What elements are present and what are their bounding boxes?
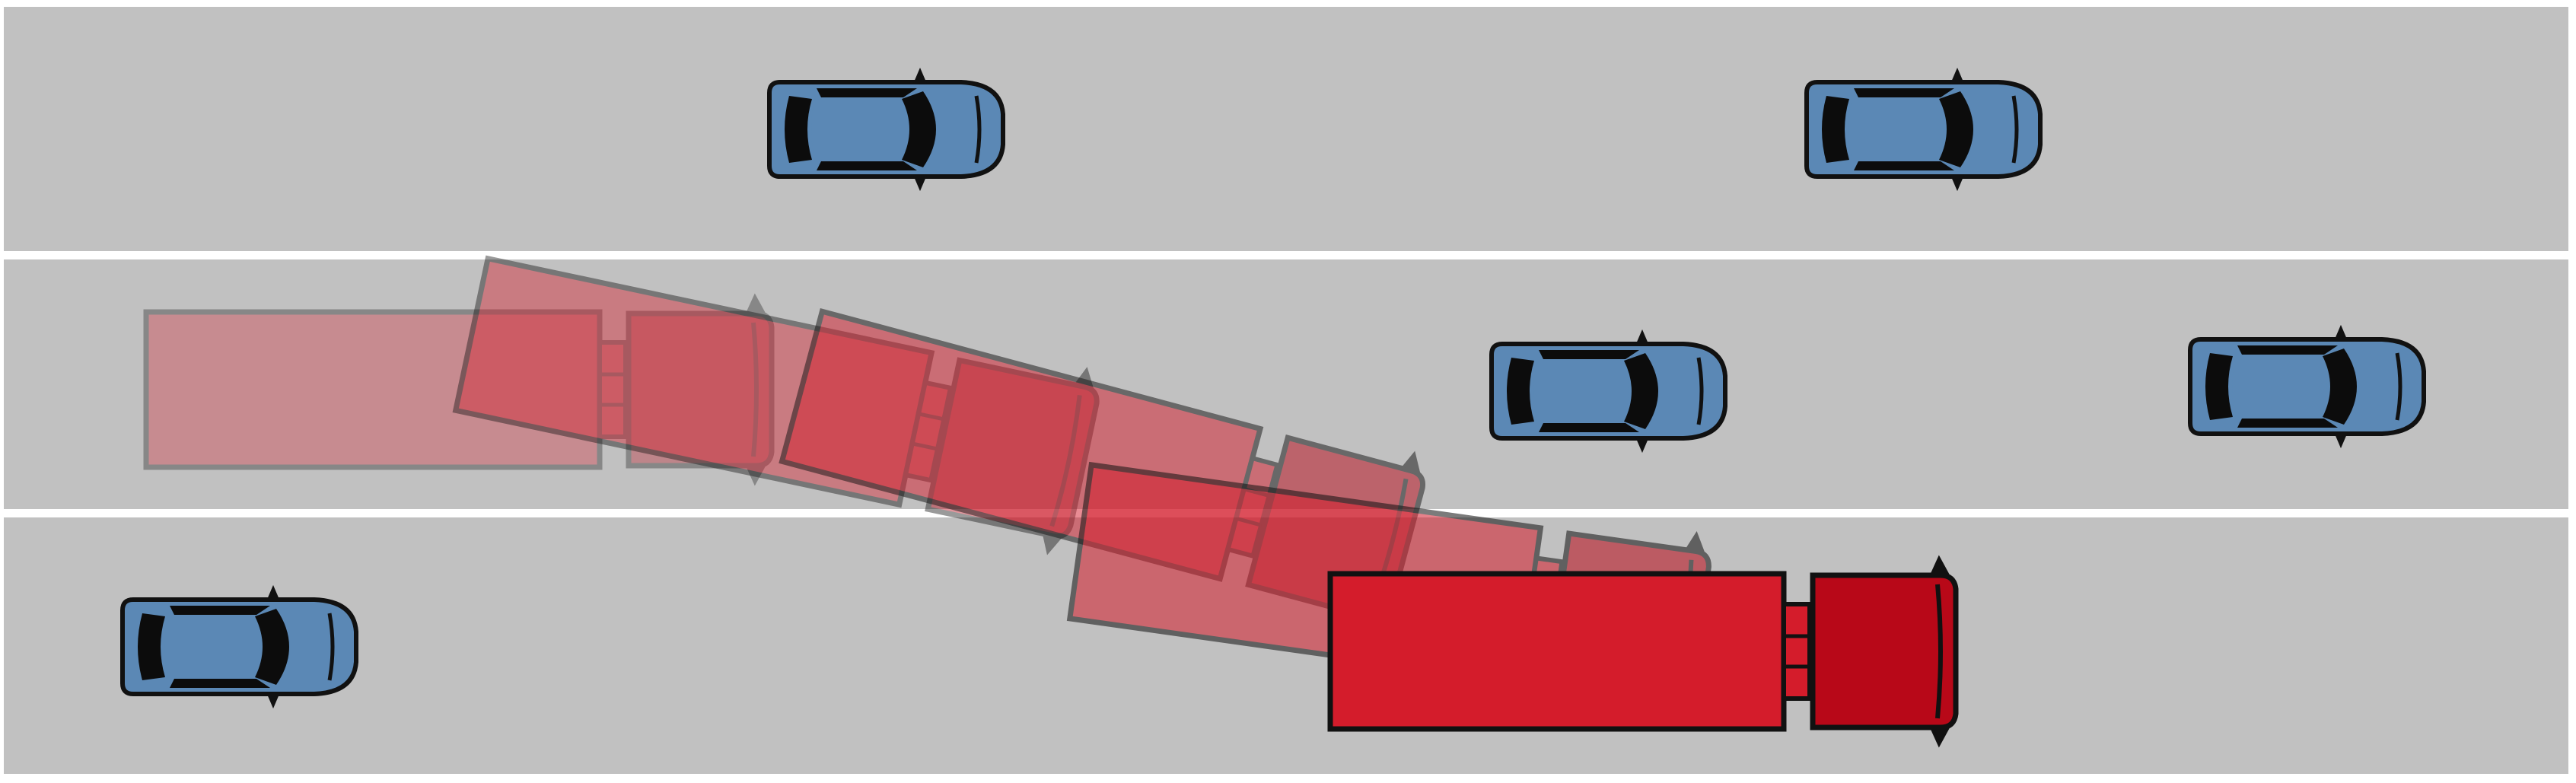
lane-1 [4, 7, 2568, 251]
car-lane1-a [769, 72, 1003, 187]
car-lane2-b [2190, 329, 2424, 444]
car-lane1-b [1807, 72, 2040, 187]
car-lane3-a [123, 589, 356, 705]
road [4, 7, 2568, 774]
car-lane2-a [1492, 333, 1725, 449]
ego-truck [1330, 559, 1956, 744]
